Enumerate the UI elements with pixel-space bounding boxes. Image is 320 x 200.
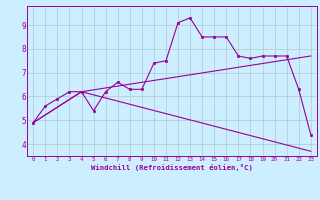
X-axis label: Windchill (Refroidissement éolien,°C): Windchill (Refroidissement éolien,°C): [91, 164, 253, 171]
